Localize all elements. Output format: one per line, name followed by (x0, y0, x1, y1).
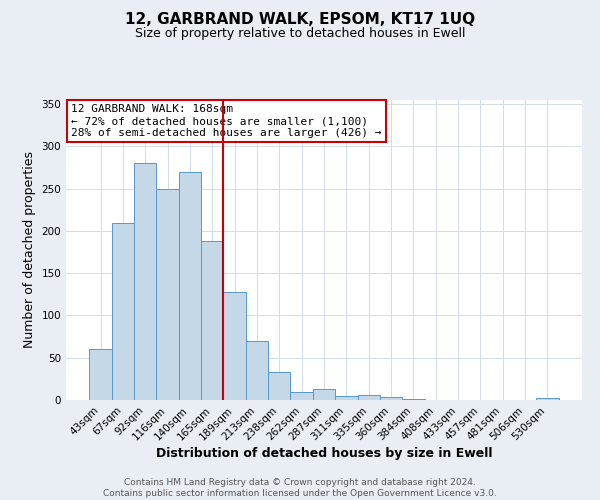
Bar (223, 292, 246, 400)
Bar (290, 392, 313, 400)
Text: 12, GARBRAND WALK, EPSOM, KT17 1UQ: 12, GARBRAND WALK, EPSOM, KT17 1UQ (125, 12, 475, 28)
Bar (268, 372, 290, 400)
Bar (89, 350, 112, 400)
Bar (134, 164, 157, 400)
Bar (201, 241, 223, 400)
X-axis label: Distribution of detached houses by size in Ewell: Distribution of detached houses by size … (156, 448, 492, 460)
Bar (246, 341, 268, 400)
Bar (402, 399, 425, 400)
Bar (313, 389, 335, 400)
Text: Size of property relative to detached houses in Ewell: Size of property relative to detached ho… (135, 28, 465, 40)
Bar (179, 172, 201, 400)
Bar (112, 222, 134, 400)
Bar (335, 396, 358, 400)
Text: Contains HM Land Registry data © Crown copyright and database right 2024.
Contai: Contains HM Land Registry data © Crown c… (103, 478, 497, 498)
Bar (536, 398, 559, 400)
Bar (157, 188, 179, 400)
Bar (358, 395, 380, 400)
Text: 12 GARBRAND WALK: 168sqm
← 72% of detached houses are smaller (1,100)
28% of sem: 12 GARBRAND WALK: 168sqm ← 72% of detach… (71, 104, 382, 138)
Bar (380, 398, 402, 400)
Y-axis label: Number of detached properties: Number of detached properties (23, 152, 36, 348)
